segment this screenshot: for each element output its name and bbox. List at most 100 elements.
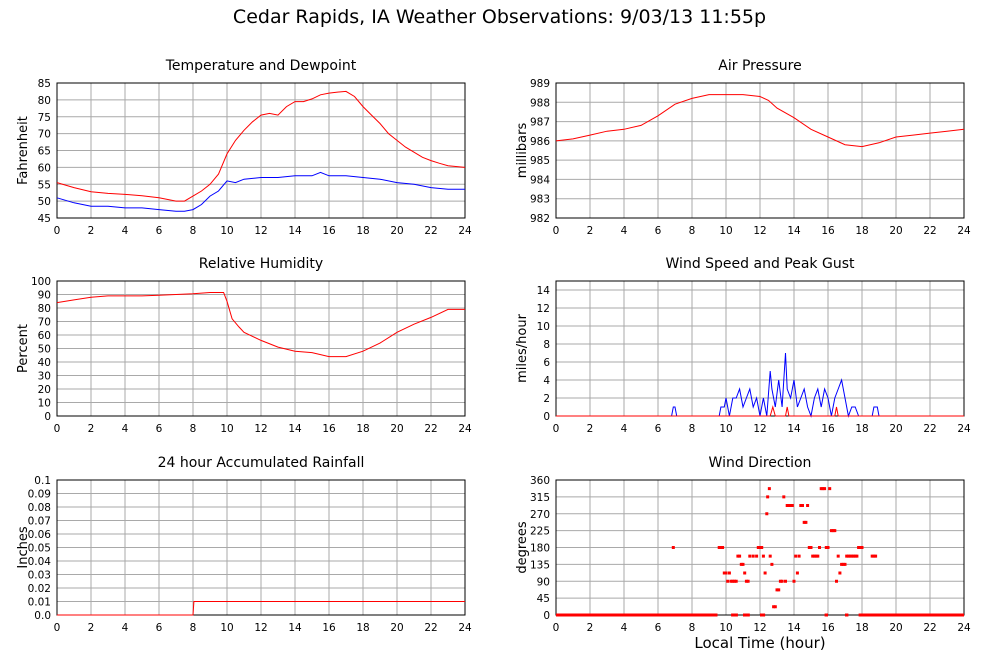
data-point [799, 504, 803, 507]
x-tick-label: 18 [855, 423, 868, 435]
x-tick-label: 4 [122, 423, 129, 435]
x-tick-label: 2 [587, 423, 594, 435]
y-tick-label: 60 [38, 330, 51, 342]
data-point [760, 546, 764, 549]
y-tick-label: 0 [44, 411, 51, 423]
y-tick-label: 0.03 [28, 570, 51, 582]
data-point [772, 605, 776, 609]
x-tick-label: 2 [587, 225, 594, 237]
data-point [814, 554, 818, 558]
y-tick-label: 40 [38, 357, 51, 369]
data-point [872, 554, 876, 558]
x-tick-label: 16 [322, 225, 336, 237]
data-point [812, 554, 816, 558]
y-tick-label: 225 [530, 526, 550, 538]
x-tick-label: 14 [288, 225, 302, 237]
y-tick-label: 70 [38, 129, 51, 141]
data-point [768, 554, 772, 558]
data-point [829, 529, 833, 533]
data-point [811, 554, 815, 558]
y-tick-label: 80 [38, 95, 51, 107]
data-point [743, 571, 747, 575]
x-tick-label: 20 [390, 622, 403, 634]
chart-title: Wind Speed and Peak Gust [666, 256, 855, 272]
data-point [741, 562, 745, 566]
data-point [841, 562, 845, 566]
x-tick-label: 16 [821, 225, 835, 237]
data-point [828, 487, 832, 491]
data-point [721, 546, 725, 549]
x-tick-label: 12 [254, 423, 267, 435]
y-tick-label: 180 [530, 543, 550, 555]
data-point [736, 554, 740, 558]
x-tick-label: 10 [719, 622, 732, 634]
data-point [831, 529, 835, 533]
x-tick-label: 0 [553, 622, 560, 634]
x-tick-label: 6 [156, 225, 163, 237]
x-tick-label: 6 [156, 622, 163, 634]
data-point [724, 571, 728, 575]
y-tick-label: 60 [38, 162, 51, 174]
y-tick-label: 987 [530, 117, 550, 129]
x-tick-label: 12 [753, 225, 766, 237]
y-axis-label: Fahrenheit [16, 116, 31, 185]
data-point [860, 546, 864, 549]
y-tick-label: 0 [543, 411, 550, 423]
data-point [738, 554, 742, 558]
data-point [874, 554, 878, 558]
data-point [722, 571, 726, 575]
data-point [818, 546, 821, 549]
data-point [821, 487, 825, 491]
y-tick-label: 0.02 [28, 583, 51, 595]
y-tick-label: 984 [530, 174, 550, 186]
x-tick-label: 16 [322, 622, 336, 634]
y-axis-label: miles/hour [515, 313, 530, 382]
chart-title: Relative Humidity [199, 256, 323, 272]
plot-frame [56, 479, 466, 616]
data-point [727, 571, 731, 575]
data-point [765, 512, 769, 516]
data-point [840, 562, 844, 566]
x-tick-label: 18 [855, 225, 868, 237]
data-point [729, 579, 733, 583]
y-tick-label: 0.05 [28, 543, 51, 555]
x-tick-label: 24 [458, 622, 472, 634]
x-tick-label: 6 [655, 423, 662, 435]
y-tick-label: 30 [38, 371, 51, 383]
series-line-1 [56, 171, 465, 212]
x-tick-label: 4 [621, 622, 628, 634]
data-point [755, 554, 759, 558]
data-point [819, 487, 823, 491]
y-tick-label: 0.01 [28, 597, 51, 609]
data-point [748, 554, 752, 558]
data-point [870, 554, 874, 558]
x-tick-label: 10 [220, 622, 233, 634]
data-point [717, 546, 721, 549]
data-point [836, 554, 840, 558]
data-point [787, 504, 791, 507]
plot-frame [56, 82, 466, 219]
chart-title: Air Pressure [718, 58, 801, 74]
x-tick-label: 2 [88, 423, 95, 435]
y-tick-label: 983 [530, 194, 550, 206]
x-tick-label: 22 [923, 622, 936, 634]
x-tick-label: 20 [889, 622, 902, 634]
series-line-1 [556, 405, 964, 417]
y-axis-label: degrees [515, 521, 530, 574]
data-point [794, 554, 798, 558]
x-tick-label: 8 [689, 423, 696, 435]
x-tick-label: 14 [787, 622, 801, 634]
data-point [838, 571, 842, 575]
data-point [739, 562, 743, 566]
data-point [770, 562, 774, 566]
data-point [773, 605, 777, 609]
data-point [790, 504, 794, 507]
y-tick-label: 50 [38, 196, 51, 208]
data-point [731, 579, 735, 583]
chart-title: Wind Direction [709, 455, 812, 471]
y-tick-label: 315 [530, 492, 550, 504]
y-tick-label: 0.08 [28, 502, 51, 514]
x-tick-label: 0 [54, 622, 61, 634]
